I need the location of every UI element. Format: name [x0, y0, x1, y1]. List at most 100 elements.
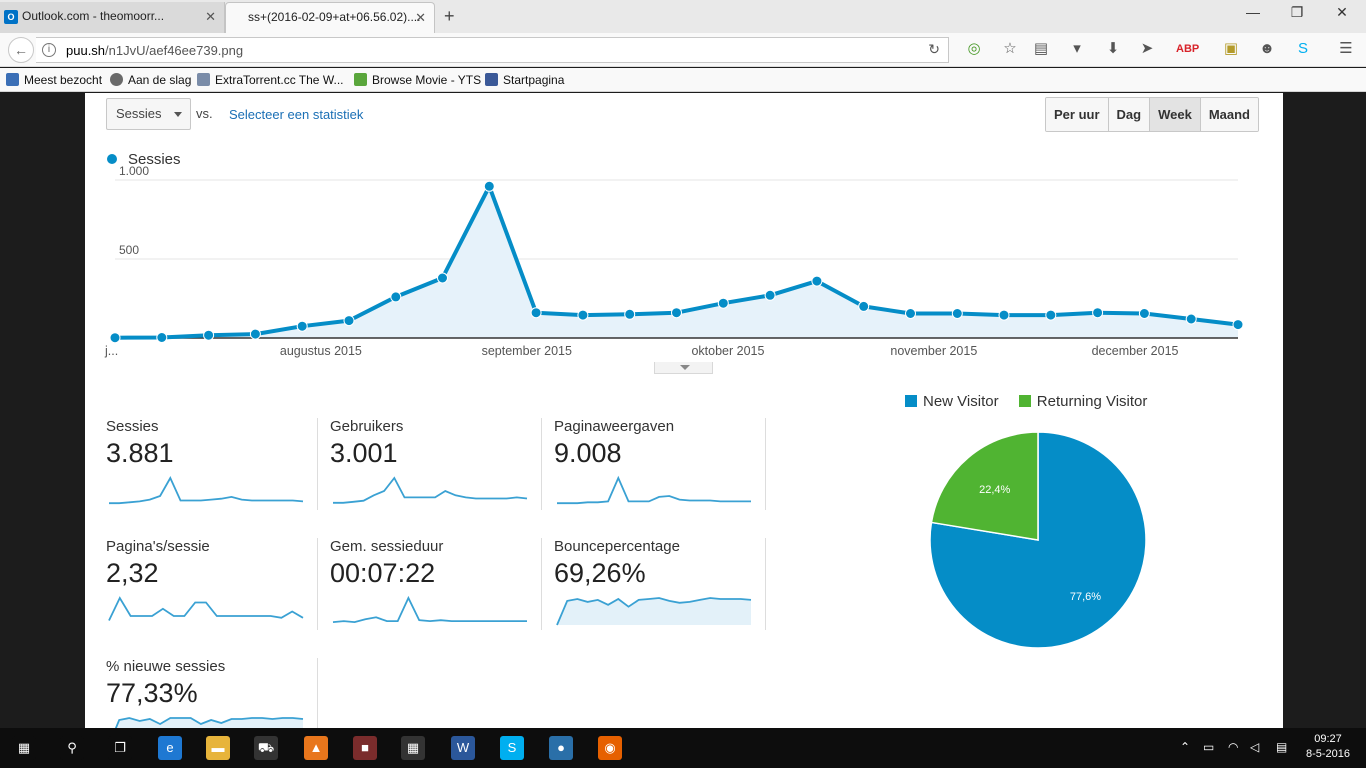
chevron-up-icon[interactable]: ⌃: [1180, 740, 1191, 754]
menu-icon[interactable]: ☰: [1339, 40, 1353, 57]
data-point[interactable]: [671, 307, 682, 319]
download-icon[interactable]: ⬇: [1106, 40, 1120, 57]
data-point[interactable]: [437, 272, 448, 284]
info-icon[interactable]: i: [42, 43, 56, 57]
address-bar[interactable]: i puu.sh/n1JvU/aef46ee739.png ↻: [36, 37, 949, 63]
data-point[interactable]: [998, 309, 1010, 321]
bookmark-label: Browse Movie - YTS: [372, 73, 482, 87]
data-point[interactable]: [858, 300, 870, 312]
send-icon[interactable]: ➤: [1140, 40, 1154, 57]
app-icon[interactable]: ■: [353, 736, 377, 760]
period-dag-button[interactable]: Dag: [1108, 98, 1151, 131]
start-icon[interactable]: ▦: [12, 736, 36, 760]
data-point[interactable]: [1092, 307, 1104, 319]
battery-icon[interactable]: ▭: [1203, 740, 1215, 754]
data-point[interactable]: [811, 275, 823, 287]
calculator-icon[interactable]: ▦: [401, 736, 425, 760]
firefox-icon[interactable]: ◉: [598, 736, 622, 760]
bookmarks-bar: Meest bezocht Aan de slag ExtraTorrent.c…: [0, 68, 1366, 92]
card-value: 9.008: [554, 438, 622, 468]
url-path: /n1JvU/aef46ee739.png: [105, 43, 244, 58]
sparkline: [114, 717, 304, 728]
data-point[interactable]: [764, 289, 776, 301]
back-button[interactable]: ←: [8, 37, 34, 63]
period-week-button[interactable]: Week: [1150, 98, 1201, 131]
facebook-icon: [485, 73, 498, 86]
edge-icon[interactable]: e: [158, 736, 182, 760]
data-point[interactable]: [530, 307, 542, 319]
visitor-pie-chart: 77,6% 22,4%: [929, 431, 1147, 649]
data-point[interactable]: [624, 308, 636, 320]
data-point[interactable]: [577, 309, 589, 321]
extension-icon[interactable]: ◎: [967, 40, 981, 57]
collapse-chart-handle[interactable]: [654, 362, 713, 374]
reload-icon[interactable]: ↻: [928, 41, 940, 57]
tab-label: ss+(2016-02-09+at+06.56.02)....: [248, 10, 421, 24]
minimize-icon[interactable]: —: [1246, 4, 1260, 20]
word-icon[interactable]: W: [451, 736, 475, 760]
metric-select[interactable]: Sessies: [106, 98, 191, 130]
data-point[interactable]: [1045, 309, 1057, 321]
url-text[interactable]: puu.sh/n1JvU/aef46ee739.png: [66, 43, 243, 58]
period-selector: Per uur Dag Week Maand: [1045, 97, 1259, 132]
new-tab-icon[interactable]: +: [444, 6, 455, 26]
data-point[interactable]: [717, 297, 729, 309]
data-point[interactable]: [109, 332, 121, 344]
notifications-icon[interactable]: ▤: [1276, 740, 1288, 754]
task-view-icon[interactable]: ❐: [108, 736, 132, 760]
file-explorer-icon[interactable]: ▬: [206, 736, 230, 760]
app-circle-icon[interactable]: ●: [549, 736, 573, 760]
pie-slice[interactable]: [929, 431, 1147, 649]
smiley-icon[interactable]: ☻: [1259, 40, 1275, 57]
adblock-icon[interactable]: ABP: [1176, 43, 1200, 55]
data-point[interactable]: [249, 328, 261, 340]
vlc-icon[interactable]: ▲: [304, 736, 328, 760]
period-per-uur-button[interactable]: Per uur: [1046, 98, 1109, 131]
data-point[interactable]: [296, 320, 308, 332]
select-statistic-link[interactable]: Selecteer een statistiek: [229, 107, 364, 122]
bookmark-aan-de-slag[interactable]: Aan de slag: [110, 73, 191, 87]
data-point[interactable]: [343, 315, 355, 327]
bookmark-meest-bezocht[interactable]: Meest bezocht: [6, 73, 102, 87]
pie-slice[interactable]: [930, 431, 1039, 541]
data-point[interactable]: [203, 329, 215, 341]
pocket-icon[interactable]: ▾: [1073, 40, 1081, 57]
store-icon[interactable]: ⛟: [254, 736, 278, 760]
y-tick-label: 1.000: [119, 164, 149, 178]
yts-icon: [354, 73, 367, 86]
extratorrent-icon: [197, 73, 210, 86]
skype-addon-icon[interactable]: S: [1297, 40, 1308, 57]
period-maand-button[interactable]: Maand: [1200, 98, 1258, 131]
tab-outlook[interactable]: O Outlook.com - theomoorr... ✕: [0, 2, 225, 33]
data-point[interactable]: [1185, 313, 1197, 325]
skype-icon[interactable]: S: [500, 736, 524, 760]
data-point[interactable]: [390, 291, 402, 303]
volume-icon[interactable]: ◁: [1250, 740, 1260, 754]
vs-label: vs.: [196, 106, 213, 121]
addon-icon[interactable]: ▣: [1223, 40, 1239, 57]
navigation-bar: ← i puu.sh/n1JvU/aef46ee739.png ↻: [0, 33, 1366, 67]
sparkline: [109, 476, 304, 505]
bookmark-star-icon[interactable]: ☆: [1003, 40, 1017, 57]
data-point[interactable]: [905, 308, 916, 319]
restore-icon[interactable]: ❐: [1290, 4, 1304, 20]
wifi-icon[interactable]: ◠: [1228, 740, 1239, 754]
data-point[interactable]: [1232, 319, 1244, 331]
sparkline-line: [557, 475, 751, 505]
bookmark-startpagina[interactable]: Startpagina: [485, 73, 564, 87]
search-icon[interactable]: ⚲: [60, 736, 84, 760]
window-close-icon[interactable]: ✕: [1336, 4, 1348, 20]
tab-image[interactable]: ss+(2016-02-09+at+06.56.02).... ✕: [225, 2, 435, 33]
data-point[interactable]: [156, 332, 168, 343]
data-point[interactable]: [483, 180, 495, 192]
close-icon[interactable]: ✕: [415, 10, 426, 25]
close-icon[interactable]: ✕: [205, 9, 216, 24]
reading-list-icon[interactable]: ▤: [1033, 40, 1049, 57]
bookmark-yts[interactable]: Browse Movie - YTS: [354, 73, 481, 87]
sparkline-line: [332, 595, 527, 624]
data-point[interactable]: [951, 308, 963, 319]
tab-label: Outlook.com - theomoorr...: [22, 9, 165, 23]
bookmark-extratorrent[interactable]: ExtraTorrent.cc The W...: [197, 73, 343, 87]
data-point[interactable]: [1138, 308, 1150, 319]
clock[interactable]: 09:27 8-5-2016: [1306, 732, 1350, 762]
